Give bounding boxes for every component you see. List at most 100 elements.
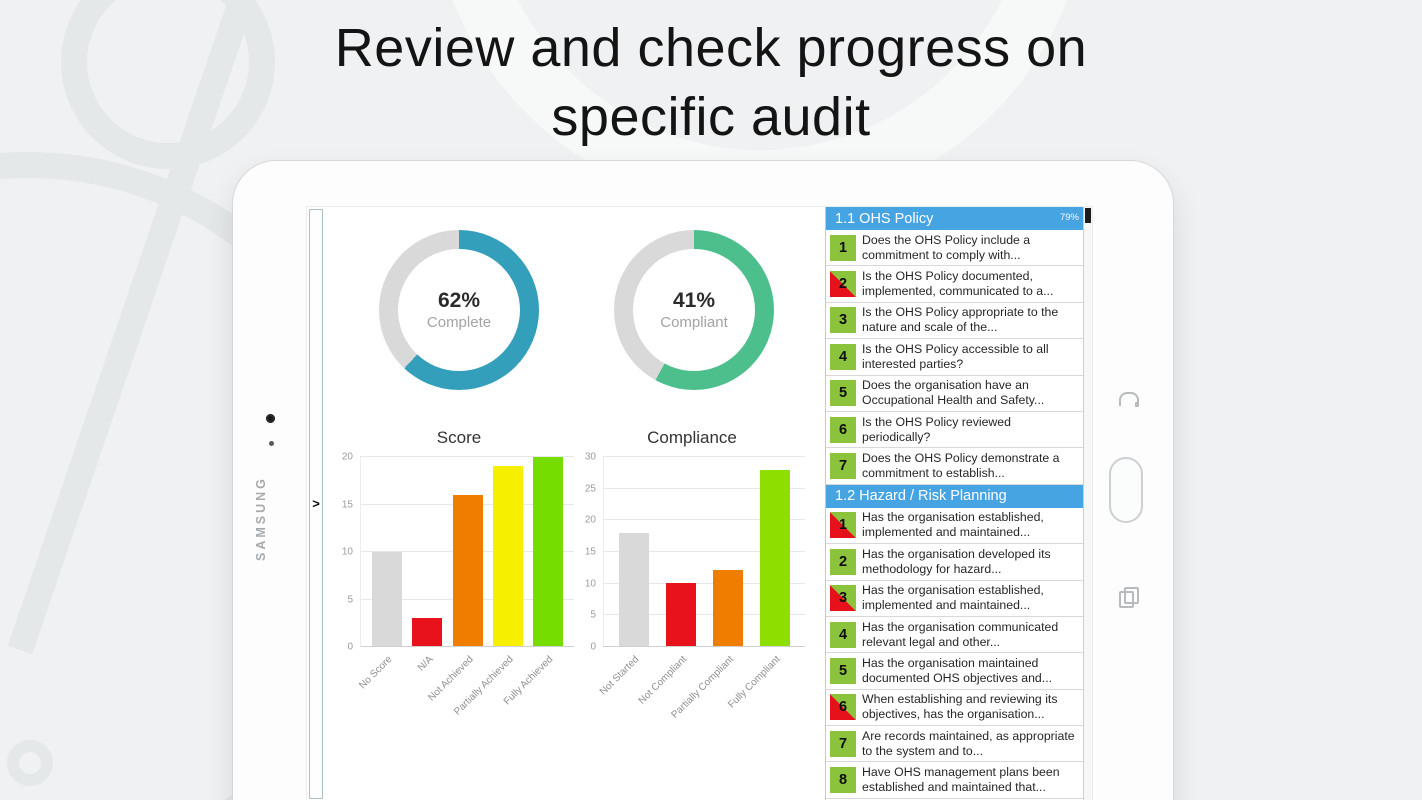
y-tick-label: 20 xyxy=(341,451,353,463)
y-tick-label: 5 xyxy=(590,609,596,621)
plot-area: Not Started Not Compliant Partially Compli… xyxy=(598,457,805,721)
status-indicator-ok: 5 xyxy=(830,657,856,684)
bar-fully-achieved xyxy=(532,457,563,646)
bar-cell: Not Compliant xyxy=(636,457,704,707)
question-text: Have OHS management plans been establish… xyxy=(862,765,1060,795)
recent-apps-icon xyxy=(1119,587,1139,608)
question-number: 6 xyxy=(838,421,848,438)
question-number: 7 xyxy=(838,735,848,752)
status-indicator-flagged: 2 xyxy=(830,271,856,298)
question-row[interactable]: 6 When establishing and reviewing its obj… xyxy=(826,689,1083,727)
bar-partially-compliant xyxy=(713,570,744,646)
bar-no-score xyxy=(372,551,403,646)
status-indicator-ok: 3 xyxy=(830,307,856,334)
question-row[interactable]: 4 Has the organisation communicated relev… xyxy=(826,616,1083,654)
x-axis-label: Not Compliant xyxy=(636,654,689,707)
question-text: Does the OHS Policy include a commitment… xyxy=(862,232,1031,262)
gridline xyxy=(603,487,805,489)
donut-complete-center: 62% Complete xyxy=(398,249,520,371)
plot-area: No Score N/A Not Achieved Partially Achieve… xyxy=(358,457,574,718)
question-row[interactable]: 5 Does the organisation have an Occupatio… xyxy=(826,375,1083,412)
question-text: Has the organisation established, implem… xyxy=(862,510,1044,540)
bar-n-a xyxy=(412,617,443,646)
y-tick-label: 30 xyxy=(584,451,596,463)
question-row[interactable]: 1 Does the OHS Policy include a commitmen… xyxy=(826,230,1083,267)
bar-cell: Partially Achieved xyxy=(452,457,528,718)
x-axis-label: Not Started xyxy=(597,654,642,698)
score-chart-title: Score xyxy=(436,428,482,447)
question-number: 3 xyxy=(838,590,848,607)
question-number: 1 xyxy=(838,517,848,534)
bar-cell: Not Started xyxy=(598,457,657,698)
question-number: 1 xyxy=(838,239,848,256)
complete-label: Complete xyxy=(426,314,492,331)
question-row[interactable]: 6 Is the OHS Policy reviewed periodically… xyxy=(826,411,1083,449)
score-bar-chart: 0 5 10 15 20 No Score N/A Not Achieved Partially… xyxy=(342,452,574,718)
donut-complete: 62% Complete xyxy=(379,230,539,390)
question-row[interactable]: 2 Is the OHS Policy documented, implement… xyxy=(826,266,1083,303)
drawer-handle[interactable]: > xyxy=(309,209,323,799)
status-indicator-flagged: 3 xyxy=(830,585,856,612)
question-text: Has the organisation developed its metho… xyxy=(862,546,1051,576)
question-row[interactable]: 7 Are records maintained, as appropriate … xyxy=(826,726,1083,763)
question-list: 1.1 OHS Policy 1 Does the OHS Policy inclu… xyxy=(826,207,1083,799)
question-text: Does the organisation have an Occupation… xyxy=(862,378,1045,408)
bar-cell: Not Achieved xyxy=(426,457,487,703)
question-text: Has the organisation established, implem… xyxy=(862,583,1044,613)
bar-partially-achieved xyxy=(492,466,523,646)
y-tick-label: 5 xyxy=(347,594,353,605)
title-line-2: specific audit xyxy=(551,87,871,148)
question-number: 7 xyxy=(838,458,848,475)
question-row[interactable]: 2 Has the organisation developed its meth… xyxy=(826,544,1083,581)
front-camera xyxy=(266,414,275,423)
home-button xyxy=(1109,457,1143,523)
question-row[interactable]: 3 Is the OHS Policy appropriate to the na… xyxy=(826,302,1083,340)
status-indicator-flagged: 6 xyxy=(830,694,856,721)
question-number: 6 xyxy=(838,699,848,716)
status-indicator-ok: 6 xyxy=(830,416,856,443)
y-tick-label: 0 xyxy=(590,641,596,653)
x-axis-label: No Score xyxy=(357,654,395,692)
y-tick-label: 15 xyxy=(341,499,353,510)
title-line-1: Review and check progress on xyxy=(334,18,1088,78)
audit-question-panel: 1.1 OHS Policy 1 Does the OHS Policy inclu… xyxy=(825,207,1092,800)
question-text: Is the OHS Policy appropriate to the nat… xyxy=(862,305,1059,335)
status-indicator-ok: 4 xyxy=(830,621,856,648)
compliant-label: Compliant xyxy=(660,314,728,331)
gridline xyxy=(603,614,805,616)
bar-cell: Fully Achieved xyxy=(502,457,568,707)
bar-cell: Partially Compliant xyxy=(669,457,752,721)
question-text: Does the OHS Policy demonstrate a commit… xyxy=(862,451,1060,481)
tablet-frame: SAMSUNG > 62% Complete 41% Compliant Sco… xyxy=(232,160,1174,800)
page-title: Review and check progress on specific au… xyxy=(0,14,1422,152)
question-row[interactable]: 4 Is the OHS Policy accessible to all int… xyxy=(826,339,1083,376)
question-number: 8 xyxy=(838,772,848,789)
status-indicator-ok: 1 xyxy=(830,234,856,261)
section-header[interactable]: 1.1 OHS Policy xyxy=(826,207,1083,230)
gridline xyxy=(360,456,574,457)
scrollbar[interactable] xyxy=(1083,207,1092,800)
bar-not-started xyxy=(618,532,649,646)
bar-not-compliant xyxy=(665,583,696,646)
y-tick-label: 0 xyxy=(347,641,353,653)
question-row[interactable]: 1 Has the organisation established, imple… xyxy=(826,507,1083,545)
light-sensor xyxy=(269,441,274,446)
section-header[interactable]: 1.2 Hazard / Risk Planning xyxy=(826,484,1083,508)
compliance-bar-chart: 0 5 10 15 20 25 30 Not Started Not Compliant Part… xyxy=(585,452,805,721)
app-screen: > 62% Complete 41% Compliant Score 0 5 10 1… xyxy=(306,206,1093,800)
question-row[interactable]: 7 Does the OHS Policy demonstrate a commi… xyxy=(826,448,1083,485)
donut-compliant: 41% Compliant xyxy=(614,230,774,390)
question-row[interactable]: 3 Has the organisation established, imple… xyxy=(826,580,1083,617)
question-text: Is the OHS Policy reviewed periodically? xyxy=(862,414,1011,444)
question-row[interactable]: 8 Have OHS management plans been establis… xyxy=(826,762,1083,799)
question-text: Has the organisation maintained document… xyxy=(862,655,1053,685)
bar-not-achieved xyxy=(452,494,483,646)
compliance-chart-title: Compliance xyxy=(647,428,737,447)
scroll-percent: 79% xyxy=(1059,212,1079,223)
question-row[interactable]: 5 Has the organisation maintained documen… xyxy=(826,653,1083,690)
question-number: 2 xyxy=(838,276,848,293)
question-number: 5 xyxy=(838,385,848,402)
y-tick-label: 10 xyxy=(584,578,596,590)
scrollbar-thumb[interactable] xyxy=(1085,208,1091,223)
question-text: Has the organisation communicated releva… xyxy=(862,619,1059,649)
